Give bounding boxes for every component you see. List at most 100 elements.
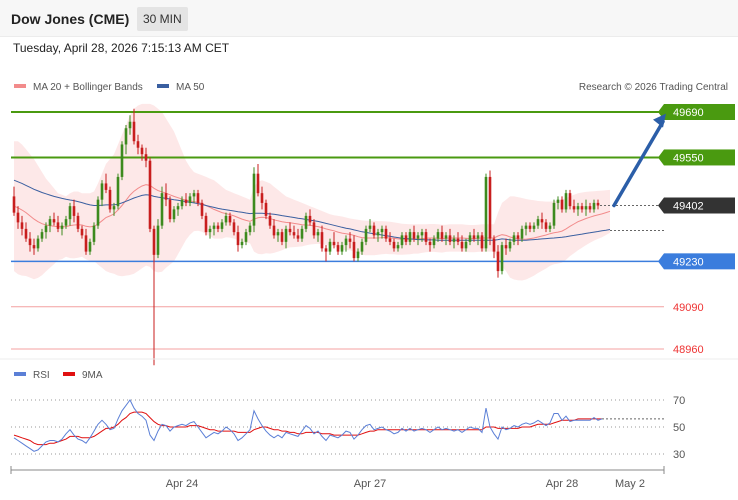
- candle: [164, 193, 168, 200]
- candle: [12, 196, 16, 213]
- candle: [276, 232, 280, 236]
- candle: [92, 225, 96, 242]
- candle: [80, 228, 84, 236]
- candle: [408, 232, 412, 242]
- rsi-ma-line: [13, 411, 602, 446]
- candle: [208, 228, 212, 233]
- candle: [124, 128, 128, 145]
- timestamp-text: Tuesday, April 28, 2026 7:15:13 AM CET: [13, 41, 230, 55]
- level-tag-pointer-1: [658, 149, 664, 166]
- level-tag-1: [664, 149, 735, 166]
- candle: [228, 215, 232, 223]
- candle: [320, 232, 324, 249]
- candle: [328, 241, 332, 252]
- candle: [388, 238, 392, 242]
- candle: [96, 199, 100, 226]
- candle: [256, 173, 260, 194]
- candle: [260, 193, 264, 203]
- candle: [416, 235, 420, 239]
- rsi-legend-label-0: RSI: [33, 370, 50, 381]
- candle: [448, 235, 452, 242]
- credit-text: Research © 2026 Trading Central: [579, 82, 728, 93]
- level-label-3: 49230: [673, 256, 704, 268]
- candle: [332, 241, 336, 246]
- candle: [504, 245, 508, 249]
- candle: [184, 199, 188, 203]
- level-tag-pointer-2: [658, 197, 664, 214]
- candle: [160, 193, 164, 226]
- candle: [424, 232, 428, 242]
- candle: [136, 141, 140, 148]
- candle: [148, 160, 152, 229]
- legend-label-1: MA 50: [176, 82, 205, 93]
- candle: [212, 225, 216, 229]
- candle: [300, 228, 304, 239]
- forecast-arrow-head: [653, 113, 666, 128]
- candle: [472, 235, 476, 239]
- candle: [520, 228, 524, 239]
- ma20-line: [13, 184, 611, 240]
- candle: [336, 245, 340, 252]
- candle: [112, 206, 116, 210]
- candle: [60, 225, 64, 229]
- level-tag-2: [664, 197, 735, 214]
- candle: [436, 232, 440, 239]
- candle: [564, 193, 568, 210]
- candle: [368, 225, 372, 229]
- rsi-tick-2: 30: [673, 449, 685, 461]
- candle: [244, 232, 248, 242]
- level-label-0: 49690: [673, 107, 704, 119]
- candle: [28, 238, 32, 246]
- candle: [512, 235, 516, 242]
- candle: [376, 232, 380, 236]
- candle: [480, 235, 484, 249]
- level-tag-3: [664, 253, 735, 270]
- candle: [464, 241, 468, 249]
- candle: [292, 232, 296, 236]
- candle: [400, 235, 404, 246]
- level-tag-0: [664, 104, 735, 120]
- candle: [420, 232, 424, 236]
- candle: [204, 215, 208, 233]
- candle: [32, 245, 36, 249]
- candle: [128, 121, 132, 129]
- candle: [392, 241, 396, 249]
- candle: [544, 222, 548, 229]
- rsi-legend-label-1: 9MA: [82, 370, 103, 381]
- level-label-5: 48960: [673, 344, 704, 356]
- candle: [40, 232, 44, 239]
- candle: [280, 232, 284, 242]
- candle: [476, 235, 480, 239]
- candle: [120, 144, 124, 177]
- level-label-1: 49550: [673, 152, 704, 164]
- candle: [344, 238, 348, 246]
- candle: [456, 238, 460, 242]
- candle: [104, 183, 108, 190]
- candle: [496, 251, 500, 272]
- candle: [508, 241, 512, 249]
- candle: [412, 232, 416, 239]
- rsi-tick-0: 70: [673, 395, 685, 407]
- candle: [192, 193, 196, 197]
- candle: [312, 222, 316, 236]
- candle: [100, 183, 104, 200]
- rsi-tick-1: 50: [673, 422, 685, 434]
- candle: [452, 238, 456, 242]
- candle: [588, 206, 592, 210]
- candle: [56, 222, 60, 229]
- candle: [176, 206, 180, 210]
- candle: [132, 121, 136, 142]
- ma50-line: [13, 179, 611, 241]
- candle: [272, 225, 276, 236]
- forecast-arrow: [612, 119, 665, 208]
- candle: [444, 235, 448, 239]
- candle: [108, 189, 112, 210]
- candle: [380, 228, 384, 233]
- timeframe-badge[interactable]: 30 MIN: [137, 7, 188, 31]
- candle: [396, 245, 400, 249]
- level-label-4: 49090: [673, 302, 704, 314]
- candle: [152, 228, 156, 255]
- candle: [180, 199, 184, 207]
- candle: [252, 173, 256, 226]
- candle: [516, 235, 520, 239]
